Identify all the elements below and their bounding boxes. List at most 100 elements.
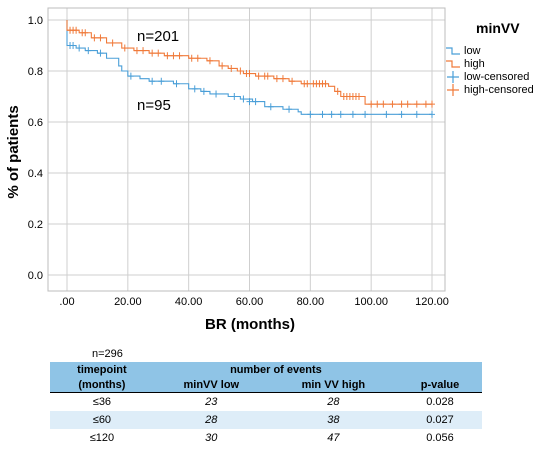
table-header-row-1: timepoint number of events	[50, 362, 482, 377]
header-number-of-events: number of events	[153, 362, 398, 377]
censor-mark-low	[267, 103, 274, 111]
y-tick-label: 0.4	[28, 168, 43, 180]
censor-mark-low	[85, 47, 92, 55]
header-timepoint: timepoint	[50, 362, 154, 377]
annotation-n201: n=201	[137, 28, 179, 45]
censor-mark-high	[389, 100, 396, 108]
header-p-value: p-value	[397, 377, 482, 393]
censor-mark-high	[194, 54, 201, 62]
header-minvv-low: minVV low	[153, 377, 269, 393]
censor-mark-high	[246, 70, 253, 78]
censor-mark-low	[286, 105, 293, 113]
row-minvv-high: 28	[327, 396, 340, 408]
censor-mark-low	[349, 110, 356, 118]
table-row: ≤60 28 38 0.027	[50, 411, 482, 429]
legend: minVV low high low-censored high-censore…	[446, 20, 534, 96]
censor-mark-low	[337, 110, 344, 118]
censor-mark-high	[380, 100, 387, 108]
censor-mark-high	[228, 64, 235, 72]
censor-mark-low	[362, 110, 369, 118]
censor-mark-high	[264, 72, 271, 80]
censor-mark-low	[429, 110, 435, 118]
plot-frame	[47, 7, 446, 292]
censor-mark-high	[188, 54, 195, 62]
censor-mark-low	[383, 110, 390, 118]
header-months: (months)	[50, 377, 154, 393]
censor-mark-high	[219, 62, 226, 70]
censor-mark-high	[279, 75, 286, 83]
table-header-row-2: (months) minVV low min VV high p-value	[50, 377, 482, 393]
header-empty	[397, 362, 482, 377]
legend-label-low-censored: low-censored	[464, 70, 530, 83]
censor-mark-low	[240, 95, 247, 103]
censor-mark-high	[237, 67, 244, 75]
row-minvv-high: 38	[268, 411, 398, 429]
censor-mark-high	[356, 93, 362, 100]
censor-mark-low	[97, 49, 104, 57]
row-minvv-low: 28	[153, 411, 269, 429]
censor-mark-low	[231, 93, 238, 100]
row-p-value: 0.028	[426, 396, 454, 408]
censor-mark-low	[76, 44, 83, 52]
annotation-n95: n=95	[137, 97, 171, 114]
x-axis-label: BR (months)	[205, 316, 295, 333]
censor-mark-low	[398, 110, 405, 118]
censor-mark-high	[109, 39, 116, 47]
row-minvv-low: 30	[205, 432, 218, 444]
row-timepoint: ≤36	[92, 396, 112, 408]
legend-title: minVV	[476, 20, 520, 36]
x-tick-label: 100.00	[354, 296, 388, 308]
censor-mark-high	[91, 34, 98, 42]
censor-mark-high	[97, 34, 104, 42]
censor-mark-low	[200, 87, 207, 95]
legend-label-high: high	[464, 57, 485, 70]
censor-mark-high	[413, 100, 420, 108]
censor-mark-low	[149, 77, 156, 85]
censor-mark-low	[70, 42, 77, 49]
y-tick-label: 0.2	[28, 219, 43, 231]
censor-mark-high	[404, 100, 411, 108]
legend-label-low: low	[464, 44, 481, 57]
row-minvv-high: 47	[327, 432, 340, 444]
legend-step-icon-high	[446, 59, 460, 68]
x-tick-label: 40.00	[175, 296, 203, 308]
censor-mark-high	[206, 57, 213, 65]
header-minvv-high: min VV high	[268, 377, 398, 393]
censor-mark-high	[273, 75, 280, 83]
censor-mark-high	[73, 26, 80, 34]
censor-mark-low	[307, 110, 314, 118]
x-tick-labels: .00 20.00 40.00 60.00 80.00 100.00 120.00	[59, 296, 448, 308]
censor-mark-high	[170, 52, 177, 60]
censor-mark-high	[155, 49, 162, 57]
censor-mark-high	[133, 47, 140, 55]
censor-mark-high	[334, 87, 341, 95]
censor-mark-high	[374, 100, 381, 108]
events-table: timepoint number of events (months) minV…	[50, 362, 482, 447]
censor-mark-low	[127, 72, 134, 80]
x-tick-label: 60.00	[236, 296, 264, 308]
table-row: ≤120 30 47 0.056	[50, 429, 482, 447]
censor-mark-high	[255, 72, 262, 80]
table-n-label: n=296	[92, 348, 123, 360]
censor-mark-high	[304, 80, 311, 88]
legend-item-high: high	[446, 57, 534, 70]
censor-mark-high	[289, 77, 296, 85]
censor-mark-high	[368, 100, 375, 108]
censor-mark-high	[164, 52, 171, 60]
y-tick-labels: 0.0 0.2 0.4 0.6 0.8 1.0	[28, 15, 43, 282]
censor-mark-high	[429, 100, 435, 108]
legend-item-low: low	[446, 44, 534, 57]
censor-mark-low	[173, 80, 180, 88]
legend-item-low-censored: low-censored	[446, 70, 534, 83]
series-layer	[66, 20, 435, 118]
km-curve-low	[66, 20, 432, 115]
row-p-value: 0.056	[426, 432, 454, 444]
row-timepoint: ≤120	[89, 432, 115, 444]
legend-label-high-censored: high-censored	[464, 83, 534, 96]
legend-plus-icon-high	[447, 83, 459, 96]
censor-mark-low	[213, 90, 220, 98]
censor-mark-low	[252, 98, 259, 106]
legend-step-icon-low	[446, 46, 460, 55]
censor-mark-low	[413, 110, 420, 118]
legend-item-high-censored: high-censored	[446, 83, 534, 96]
